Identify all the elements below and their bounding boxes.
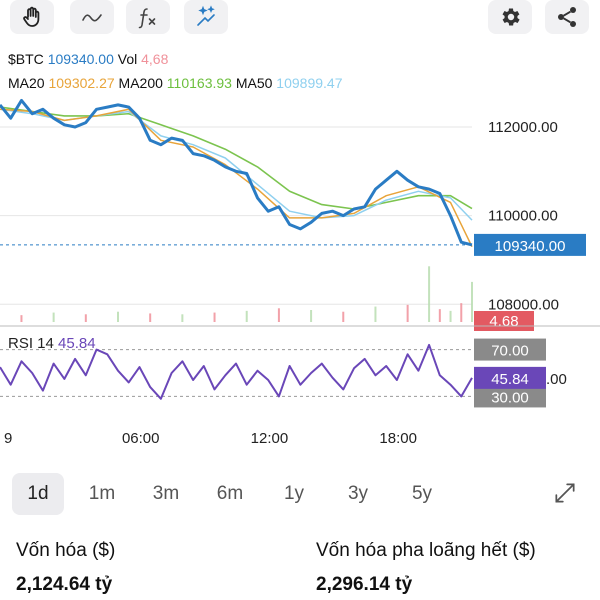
line-tool-icon xyxy=(82,14,102,22)
fdv-label: Vốn hóa pha loãng hết ($) xyxy=(316,540,536,561)
ma20-label: MA20 xyxy=(8,75,45,91)
volume-bar xyxy=(428,266,431,322)
volume-bar xyxy=(406,304,409,322)
volume-bar xyxy=(181,314,184,322)
settings-icon xyxy=(502,8,520,26)
volume-bar xyxy=(460,303,463,322)
ma50-label: MA50 xyxy=(235,75,273,91)
rsi-level-label: 30.00 xyxy=(491,389,529,406)
rsi-level-badge xyxy=(474,385,546,408)
rsi-title-value: 45.84 xyxy=(58,335,96,352)
volume-bar xyxy=(117,311,119,322)
rsi-level-label: 70.00 xyxy=(491,343,529,360)
ma200-value: 110163.93 xyxy=(166,75,232,91)
magic-drawing-icon xyxy=(197,5,215,26)
x-tick-label: 12:00 xyxy=(251,430,289,447)
volume-bar xyxy=(52,312,55,322)
expand-icon[interactable] xyxy=(552,480,578,506)
volume-bar xyxy=(277,308,280,322)
volume-bar xyxy=(374,306,377,322)
share-icon xyxy=(558,7,576,27)
current-price-badge xyxy=(474,233,586,256)
chart-toolbar xyxy=(0,0,600,40)
rsi-level-badge xyxy=(474,338,546,361)
volume-bar xyxy=(20,315,23,322)
volume-bar xyxy=(84,314,87,322)
x-tick-label: 06:00 xyxy=(122,430,160,447)
series-line-ma20 xyxy=(0,108,473,248)
line-tool-button[interactable] xyxy=(70,0,114,34)
price-tick-label: 108000.00 xyxy=(488,296,559,313)
ma-legend: MA20 109302.27 MA200 110163.93 MA50 1098… xyxy=(8,75,342,91)
share-button[interactable] xyxy=(545,0,589,34)
fdv-value: 2,296.14 tỷ xyxy=(316,574,413,595)
fx-indicator-icon xyxy=(138,8,156,29)
rsi-title: RSI 14 45.84 xyxy=(8,335,96,352)
price-tick-label: 110000.00 xyxy=(488,208,558,225)
ma200-label: MA200 xyxy=(118,75,163,91)
rsi-value-badge-label: 45.84 xyxy=(491,371,529,388)
volume-bar xyxy=(245,310,248,322)
range-selector: 1d 1m 3m 6m 1y 3y 5y xyxy=(12,473,588,515)
ma50-value: 109899.47 xyxy=(276,75,343,91)
price-chart[interactable]: 112000.00 110000.00 108000.00 109340.00 4.68… xyxy=(0,96,600,456)
x-tick-label: 9 xyxy=(4,430,12,447)
volume-bar xyxy=(149,313,152,322)
rsi-line xyxy=(0,343,473,400)
range-option-1m[interactable]: 1m xyxy=(88,483,116,504)
series-line-btc xyxy=(0,98,473,247)
hand-tool-button[interactable] xyxy=(10,0,54,34)
magic-drawing-button[interactable] xyxy=(184,0,228,34)
price-value: 109340.00 xyxy=(47,51,114,67)
volume-badge-label: 4.68 xyxy=(489,313,518,330)
volume-bar xyxy=(310,310,313,322)
indicator-button[interactable] xyxy=(126,0,170,34)
current-price-label: 109340.00 xyxy=(495,238,566,255)
x-tick-label: 18:00 xyxy=(379,430,417,447)
volume-bar xyxy=(471,281,473,322)
price-legend: $BTC 109340.00 Vol 4,68 xyxy=(8,51,168,67)
rsi-tick-label: .00 xyxy=(546,371,567,388)
range-option-3m[interactable]: 3m xyxy=(152,483,180,504)
range-option-6m[interactable]: 6m xyxy=(216,483,244,504)
ma20-value: 109302.27 xyxy=(48,75,115,91)
range-option-1y[interactable]: 1y xyxy=(283,483,305,504)
price-tick-label: 112000.00 xyxy=(488,119,558,136)
market-cap-label: Vốn hóa ($) xyxy=(16,540,116,561)
volume-bar xyxy=(438,309,441,322)
rsi-value-badge xyxy=(474,366,546,389)
range-option-1d[interactable]: 1d xyxy=(12,473,64,515)
market-cap-value: 2,124.64 tỷ xyxy=(16,574,113,595)
volume-bar xyxy=(213,312,216,322)
series-line-ma200 xyxy=(0,106,473,210)
vol-value: 4,68 xyxy=(141,51,169,67)
vol-label: Vol xyxy=(117,51,138,67)
symbol-label: $BTC xyxy=(8,51,44,67)
volume-bar xyxy=(449,310,452,322)
hand-icon xyxy=(23,6,40,27)
range-option-3y[interactable]: 3y xyxy=(347,483,369,504)
volume-bar xyxy=(342,311,345,322)
settings-button[interactable] xyxy=(488,0,532,34)
range-option-5y[interactable]: 5y xyxy=(411,483,433,504)
